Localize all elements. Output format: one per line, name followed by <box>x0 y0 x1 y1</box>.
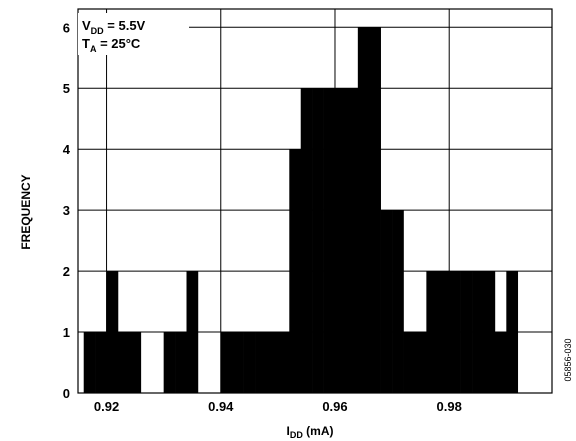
histogram-bars <box>83 27 519 394</box>
legend-vdd-main: V <box>82 18 91 33</box>
x-axis-title-sub: DD <box>290 430 303 440</box>
legend-ta: TA = 25°C <box>82 36 141 54</box>
histogram-bar-20 <box>312 88 324 393</box>
figure-id: 05856-030 <box>563 338 573 381</box>
histogram-bar-25 <box>369 27 381 394</box>
histogram-bar-13 <box>232 332 244 393</box>
histogram-bar-35 <box>483 271 496 393</box>
histogram-bar-34 <box>472 271 484 393</box>
conditions-legend: VDD = 5.5V TA = 25°C <box>78 13 189 55</box>
y-tick-label-1: 1 <box>63 325 70 340</box>
histogram-bar-14 <box>243 332 256 393</box>
histogram-bar-16 <box>266 332 279 393</box>
x-tick-label-1: 0.94 <box>208 399 234 414</box>
histogram-bar-21 <box>323 88 336 393</box>
plot-frame <box>77 8 553 394</box>
y-tick-label-6: 6 <box>63 20 70 35</box>
y-tick-labels: 0 1 2 3 4 5 6 <box>63 20 71 401</box>
x-axis-title-unit: (mA) <box>303 424 334 438</box>
histogram-bar-22 <box>334 88 347 393</box>
y-tick-label-5: 5 <box>63 81 70 96</box>
histogram-bar-31 <box>437 271 450 393</box>
x-axis-title: IDD (mA) <box>286 424 333 440</box>
histogram-bar-4 <box>129 332 142 393</box>
histogram-bar-26 <box>380 210 393 393</box>
histogram-bar-9 <box>186 271 199 393</box>
histogram-bar-8 <box>175 332 187 393</box>
histogram-bar-17 <box>277 332 290 393</box>
histogram-bar-12 <box>220 332 233 393</box>
legend-ta-main: T <box>82 36 90 51</box>
histogram-bar-24 <box>357 27 370 394</box>
histogram-bar-29 <box>414 332 427 393</box>
y-tick-label-2: 2 <box>63 264 70 279</box>
histogram-bar-3 <box>117 332 130 393</box>
histogram-bar-33 <box>460 271 473 393</box>
legend-ta-sub: A <box>90 44 97 54</box>
histogram-bar-27 <box>392 210 404 393</box>
histogram-bar-30 <box>426 271 439 393</box>
histogram-bar-19 <box>300 88 313 393</box>
histogram-bar-2 <box>106 271 119 393</box>
histogram-bar-15 <box>255 332 267 393</box>
x-tick-labels: 0.92 0.94 0.96 0.98 <box>94 399 462 414</box>
x-tick-label-0: 0.92 <box>94 399 119 414</box>
legend-vdd-sub: DD <box>91 26 104 36</box>
legend-box <box>78 13 189 55</box>
histogram-bar-23 <box>346 88 359 393</box>
histogram-bar-37 <box>506 271 519 393</box>
histogram-bar-0 <box>83 332 96 393</box>
legend-ta-rest: = 25°C <box>96 36 140 51</box>
histogram-bar-7 <box>163 332 176 393</box>
y-tick-label-4: 4 <box>63 142 71 157</box>
histogram-bar-32 <box>449 271 461 393</box>
y-axis-title: FREQUENCY <box>19 174 33 249</box>
histogram-bar-1 <box>95 332 107 393</box>
x-axis-title-main: I <box>286 424 289 438</box>
histogram-bar-36 <box>494 332 507 393</box>
histogram-bar-18 <box>289 149 302 393</box>
y-tick-label-3: 3 <box>63 203 70 218</box>
x-tick-label-2: 0.96 <box>322 399 347 414</box>
legend-vdd: VDD = 5.5V <box>82 18 146 36</box>
histogram-bar-28 <box>403 332 416 393</box>
y-tick-label-0: 0 <box>63 386 70 401</box>
legend-vdd-rest: = 5.5V <box>104 18 146 33</box>
x-tick-label-3: 0.98 <box>437 399 462 414</box>
